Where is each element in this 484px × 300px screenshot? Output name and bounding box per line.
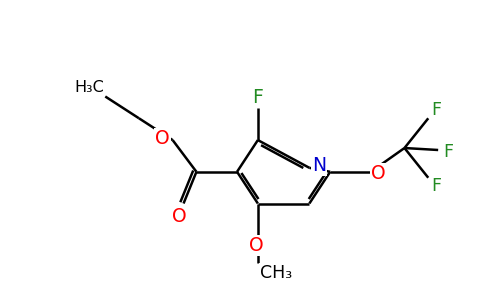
Text: F: F	[443, 143, 453, 161]
Text: F: F	[431, 177, 441, 195]
Text: O: O	[155, 129, 170, 148]
Text: F: F	[253, 88, 263, 107]
Text: O: O	[371, 164, 386, 183]
Text: F: F	[431, 101, 441, 119]
Text: O: O	[172, 207, 187, 226]
Text: H₃C: H₃C	[75, 80, 104, 95]
Text: CH₃: CH₃	[259, 264, 292, 282]
Text: N: N	[312, 156, 326, 176]
Text: O: O	[249, 236, 263, 255]
